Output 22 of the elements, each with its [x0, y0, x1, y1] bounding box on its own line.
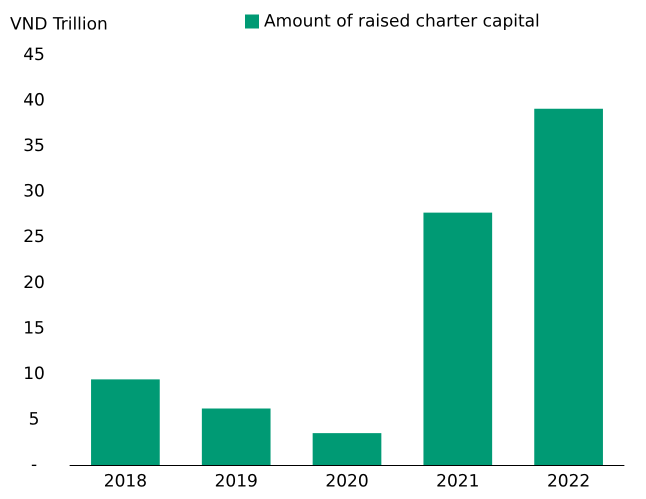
y-tick-label: 40 [23, 90, 45, 111]
bar [534, 108, 603, 465]
y-tick-label: 20 [23, 272, 45, 293]
y-tick-label: 10 [23, 364, 45, 384]
legend-label: Amount of raised charter capital [264, 12, 540, 32]
x-tick-label: 2018 [104, 472, 148, 492]
x-tick-label: 2019 [214, 472, 258, 492]
y-tick-label: 45 [23, 45, 45, 65]
y-axis-title: VND Trillion [10, 14, 108, 34]
bar [312, 433, 382, 465]
y-tick-label: 5 [28, 409, 40, 430]
bar [91, 379, 160, 465]
x-tick-label: 2022 [546, 472, 590, 492]
y-tick-label: 30 [23, 182, 45, 202]
y-tick-label: 25 [23, 227, 45, 248]
bar [423, 212, 492, 465]
x-tick-label: 2021 [436, 472, 480, 492]
y-tick-label: 15 [23, 318, 45, 338]
y-tick-label: 35 [23, 136, 45, 156]
bar [202, 408, 271, 465]
x-tick-label: 2020 [325, 472, 369, 492]
y-tick-label: - [30, 455, 38, 475]
